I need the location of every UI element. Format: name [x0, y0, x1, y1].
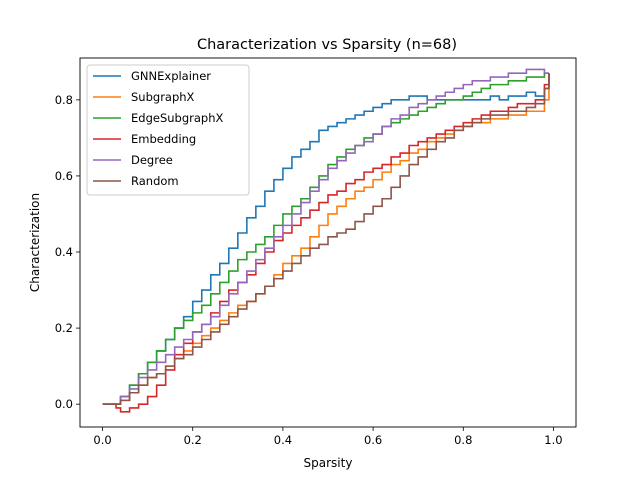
legend-box [86, 64, 250, 196]
y-tick-label: 0.8 [55, 93, 73, 107]
series-line-edgesubgraphx [102, 72, 549, 405]
x-tick-label: 0.4 [274, 433, 292, 447]
x-tick-label: 0.8 [454, 433, 472, 447]
series-line-degree [102, 68, 549, 405]
y-tick-label: 0.2 [55, 321, 73, 335]
legend-label-embedding: Embedding [131, 132, 196, 146]
series-line-random [102, 73, 550, 405]
x-axis: 0.0 0.2 0.4 0.6 0.8 1.0 [93, 427, 563, 447]
axes-frame [79, 57, 577, 428]
legend-label-random: Random [131, 174, 179, 188]
legend-label-edgesubgraphx: EdgeSubgraphX [131, 111, 223, 125]
y-tick-label: 0.6 [55, 169, 73, 183]
plot-area [79, 57, 577, 428]
x-tick-label: 0.6 [364, 433, 382, 447]
y-tick-label: 0.0 [55, 397, 73, 411]
x-tick-label: 0.0 [93, 433, 111, 447]
legend: GNNExplainer SubgraphX EdgeSubgraphX Embedd… [86, 64, 250, 196]
series-layer [102, 68, 550, 413]
x-tick-label: 0.2 [184, 433, 202, 447]
legend-label-gnnexplainer: GNNExplainer [131, 69, 211, 83]
y-axis: 0.0 0.2 0.4 0.6 0.8 [55, 93, 80, 411]
y-tick-label: 0.4 [55, 245, 73, 259]
chart-title: Characterization vs Sparsity (n=68) [197, 37, 457, 53]
y-axis-label: Characterization [28, 193, 42, 292]
legend-label-subgraphx: SubgraphX [131, 90, 195, 104]
legend-label-degree: Degree [131, 153, 173, 167]
x-axis-label: Sparsity [304, 456, 353, 470]
x-tick-label: 1.0 [544, 433, 562, 447]
